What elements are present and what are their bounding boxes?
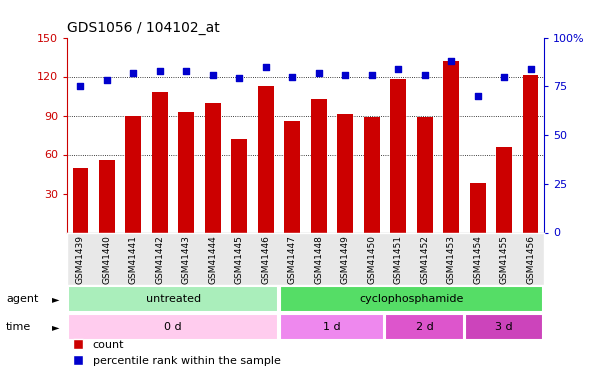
Text: GSM41441: GSM41441 [129,235,138,284]
Text: GDS1056 / 104102_at: GDS1056 / 104102_at [67,21,220,35]
Text: GSM41444: GSM41444 [208,235,218,284]
Bar [284,121,300,232]
Text: GSM41440: GSM41440 [103,235,111,284]
Text: GSM41446: GSM41446 [262,235,270,284]
Bar [311,99,327,232]
Bar [258,86,274,232]
Bar [152,92,168,232]
Text: GSM41447: GSM41447 [288,235,297,284]
Point [102,77,112,83]
Point [128,70,138,76]
Point [314,70,324,76]
Bar [522,75,538,232]
Bar [232,139,247,232]
FancyBboxPatch shape [280,314,384,340]
FancyBboxPatch shape [68,286,279,312]
Bar [364,117,379,232]
Point [287,74,297,80]
Text: GSM41448: GSM41448 [314,235,323,284]
Bar [496,147,512,232]
Point [367,72,376,78]
Text: ►: ► [52,322,59,332]
Point [473,93,483,99]
FancyBboxPatch shape [280,286,543,312]
Bar [205,102,221,232]
Text: 1 d: 1 d [323,322,341,332]
Point [525,66,535,72]
Bar [470,183,486,232]
Bar [337,114,353,232]
Point [155,68,165,74]
Text: GSM41455: GSM41455 [500,235,508,284]
Text: GSM41445: GSM41445 [235,235,244,284]
Bar [178,112,194,232]
Point [393,66,403,72]
Bar [73,168,89,232]
Text: GSM41452: GSM41452 [420,235,429,284]
Bar [390,79,406,232]
Text: GSM41442: GSM41442 [155,235,164,284]
Point [76,83,86,89]
Legend: count, percentile rank within the sample: count, percentile rank within the sample [73,340,280,366]
Point [446,58,456,64]
Text: agent: agent [6,294,38,304]
Text: 3 d: 3 d [496,322,513,332]
Bar [99,160,115,232]
Bar [125,116,141,232]
Text: 0 d: 0 d [164,322,182,332]
FancyBboxPatch shape [68,314,279,340]
Bar [417,117,433,232]
Bar [443,61,459,232]
FancyBboxPatch shape [465,314,543,340]
Text: GSM41439: GSM41439 [76,235,85,284]
Text: ►: ► [52,294,59,304]
Text: GSM41443: GSM41443 [182,235,191,284]
Text: GSM41451: GSM41451 [393,235,403,284]
FancyBboxPatch shape [386,314,464,340]
Text: 2 d: 2 d [415,322,434,332]
Text: GSM41449: GSM41449 [341,235,349,284]
Text: GSM41456: GSM41456 [526,235,535,284]
Point [181,68,191,74]
Text: time: time [6,322,31,332]
Text: untreated: untreated [145,294,200,304]
Point [340,72,350,78]
Point [261,64,271,70]
Point [235,75,244,81]
Point [499,74,509,80]
Text: GSM41450: GSM41450 [367,235,376,284]
Point [208,72,218,78]
Text: cyclophosphamide: cyclophosphamide [359,294,464,304]
Text: GSM41454: GSM41454 [473,235,482,284]
Point [420,72,430,78]
Text: GSM41453: GSM41453 [447,235,456,284]
